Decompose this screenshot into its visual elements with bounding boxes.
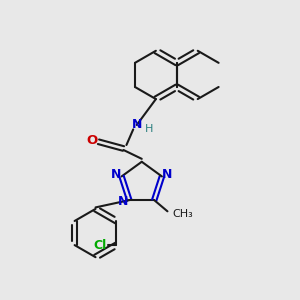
Text: N: N — [118, 195, 129, 208]
Text: Cl: Cl — [93, 238, 106, 252]
Text: N: N — [111, 169, 122, 182]
Text: N: N — [162, 169, 172, 182]
Text: CH₃: CH₃ — [172, 209, 193, 219]
Text: H: H — [145, 124, 153, 134]
Text: O: O — [86, 134, 98, 147]
Text: N: N — [132, 118, 142, 131]
